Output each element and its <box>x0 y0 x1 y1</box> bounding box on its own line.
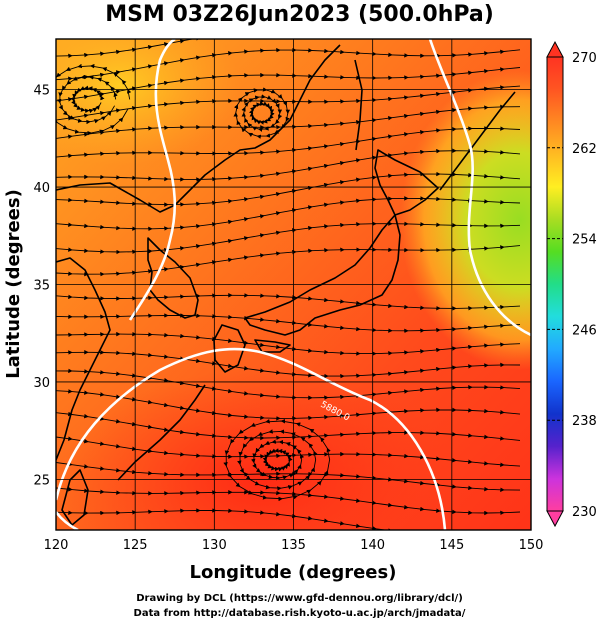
contour-line-east <box>428 39 531 337</box>
x-tick-label: 135 <box>281 538 306 553</box>
x-tick-label: 145 <box>439 538 464 553</box>
colorbar-tick-label: 230 <box>572 505 597 520</box>
credit-data: Data from http://database.rish.kyoto-u.a… <box>133 608 466 619</box>
axis-ticks: 120 125 130 135 140 145 150 25 30 35 40 45 <box>33 84 543 553</box>
x-tick-label: 120 <box>44 538 69 553</box>
coastline-ryukyu <box>117 384 206 481</box>
colorbar-tick-label: 238 <box>572 414 597 429</box>
map-title: MSM 03Z26Jun2023 (500.0hPa) <box>105 2 494 27</box>
y-tick-label: 30 <box>33 376 50 391</box>
colorbar-min-arrow <box>546 510 564 528</box>
contour-line-southwest <box>56 511 79 530</box>
x-tick-label: 130 <box>202 538 227 553</box>
colorbar-tick-label: 262 <box>572 142 597 157</box>
streamline <box>56 331 521 356</box>
colorbar-gradient <box>546 56 564 512</box>
streamline <box>223 418 331 502</box>
x-tick-label: 125 <box>123 538 148 553</box>
streamline <box>56 245 521 277</box>
streamline <box>56 63 132 136</box>
coastline-kurils <box>439 91 516 191</box>
coastline-china-east <box>56 257 111 461</box>
contour-line-south <box>56 347 447 530</box>
coastline-korea <box>147 237 199 319</box>
x-axis-label: Longitude (degrees) <box>190 562 397 583</box>
colorbar-tick-label: 270 <box>572 51 597 66</box>
coastline-shikoku <box>254 339 291 353</box>
y-tick-label: 45 <box>33 84 50 99</box>
wind-streamlines <box>56 39 521 530</box>
coastline-hokkaido <box>374 149 439 216</box>
streamline <box>56 508 505 530</box>
colorbar-tick-label: 246 <box>572 323 597 338</box>
y-tick-label: 40 <box>33 181 50 196</box>
coastline-taiwan <box>61 469 89 526</box>
geopotential-contours <box>56 39 531 530</box>
x-tick-label: 140 <box>360 538 385 553</box>
coastline-sakhalin <box>354 59 363 151</box>
coastline-honshu <box>244 214 401 336</box>
colorbar-max-arrow <box>546 40 564 58</box>
credit-drawing: Drawing by DCL (https://www.gfd-dennou.o… <box>136 593 463 604</box>
y-tick-label: 35 <box>33 279 50 294</box>
colorbar: 270 262 254 246 238 230 <box>546 40 597 528</box>
coastline-asia-mainland <box>56 44 341 213</box>
plot-frame <box>55 38 532 531</box>
x-tick-label: 150 <box>519 538 544 553</box>
y-axis-label: Latitude (degrees) <box>3 189 24 379</box>
y-tick-label: 25 <box>33 473 50 488</box>
streamline <box>56 293 521 311</box>
colorbar-tick-label: 254 <box>572 233 597 248</box>
contour-line-north <box>128 39 177 321</box>
streamline <box>233 87 291 139</box>
